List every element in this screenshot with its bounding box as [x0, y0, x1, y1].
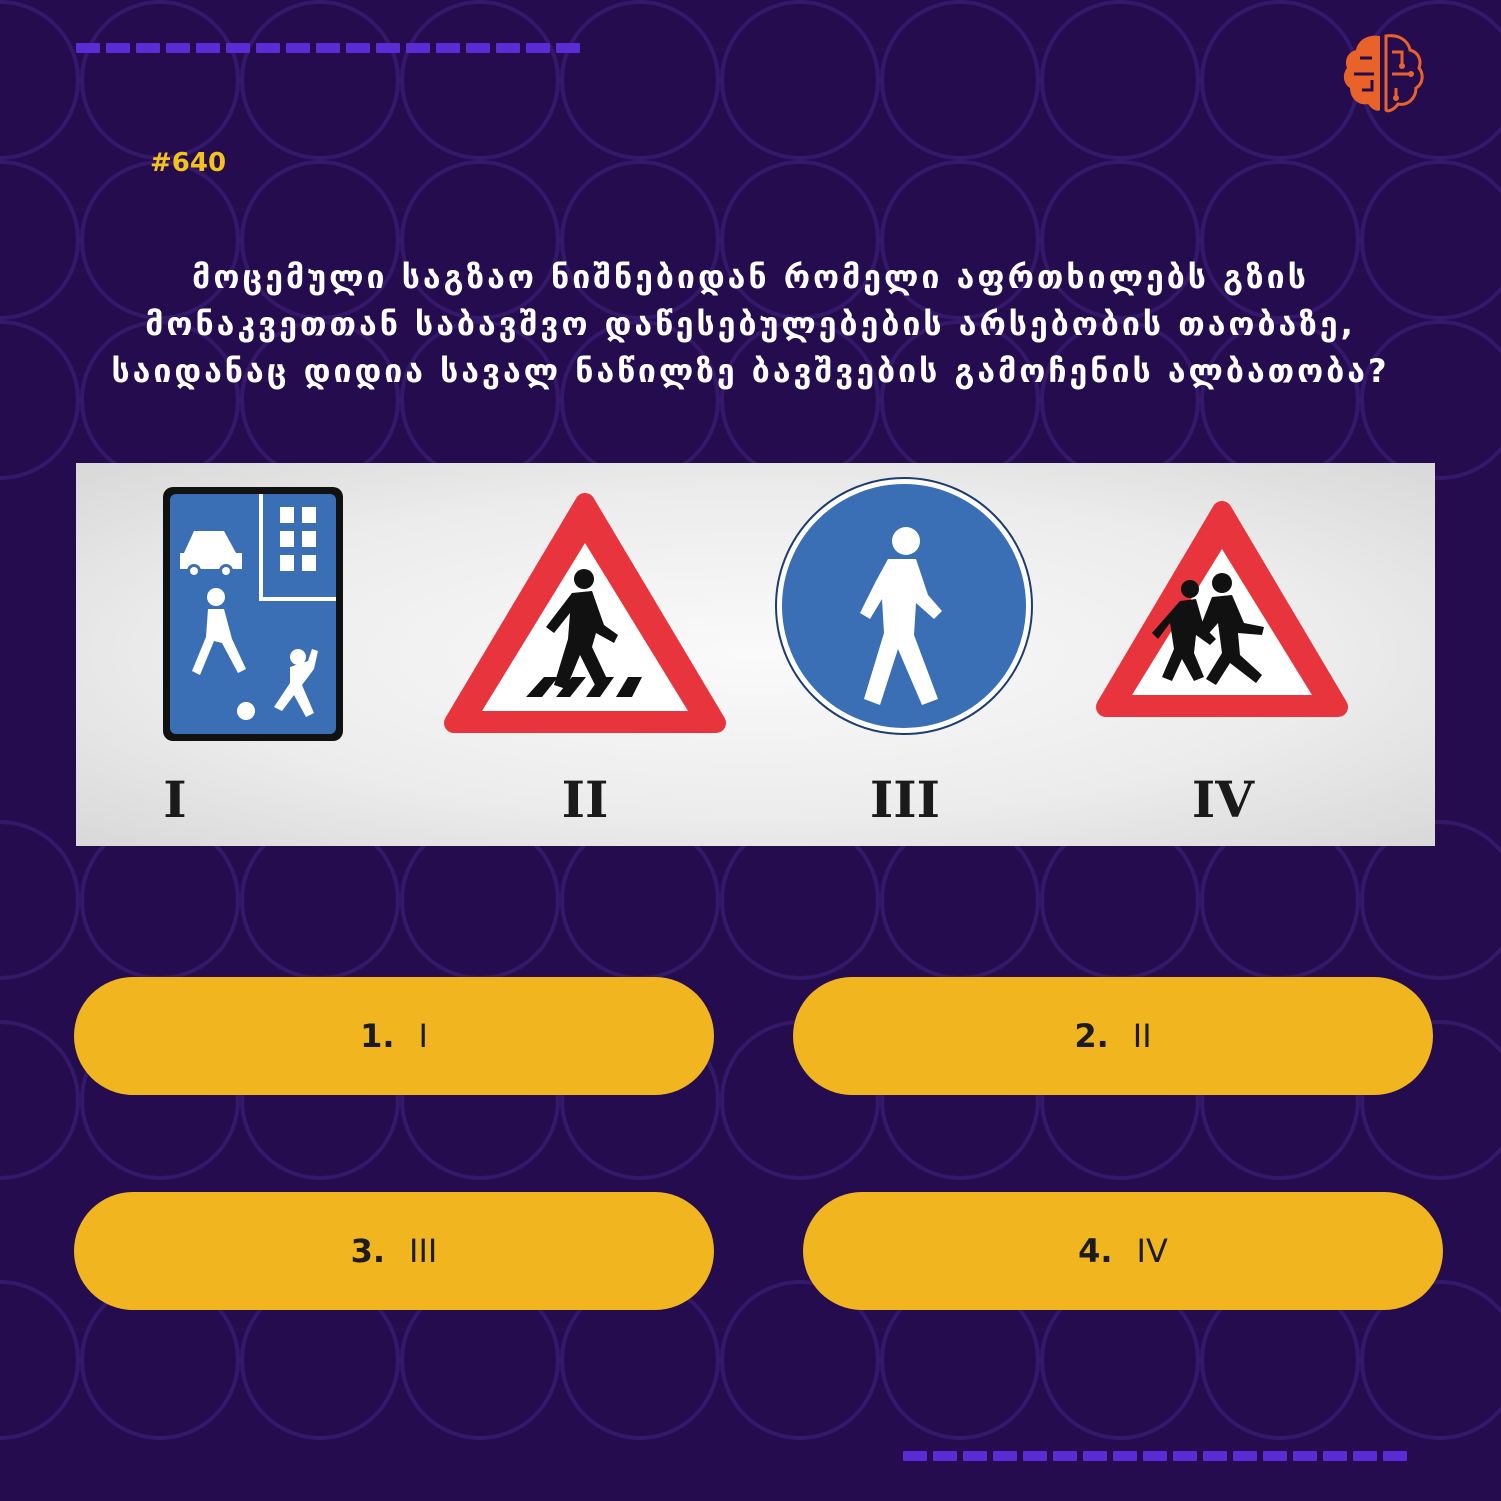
answer-label: I: [418, 1017, 428, 1055]
pedestrian-path-sign-icon: [775, 477, 1033, 735]
answer-option-1[interactable]: 1. I: [74, 977, 714, 1095]
question-line: მოცემული საგზაო ნიშნებიდან რომელი აფრთხი…: [192, 258, 1309, 296]
top-dash-decoration: [76, 43, 580, 53]
question-line: მონაკვეთთან საბავშვო დაწესებულებების არს…: [145, 305, 1356, 343]
sign-numeral: II: [561, 770, 609, 829]
sign-numeral: III: [869, 770, 941, 829]
question-number: #640: [150, 148, 227, 178]
bottom-dash-decoration: [903, 1451, 1407, 1461]
answer-option-3[interactable]: 3. III: [74, 1192, 714, 1310]
pedestrian-crossing-warning-icon: [444, 493, 726, 733]
answer-number: 4.: [1078, 1232, 1113, 1270]
road-signs-image: [76, 463, 1435, 846]
answer-label: II: [1132, 1017, 1152, 1055]
children-warning-icon: [1096, 501, 1348, 717]
answer-option-2[interactable]: 2. II: [793, 977, 1433, 1095]
sign-numeral: I: [163, 770, 187, 829]
answer-number: 1.: [360, 1017, 395, 1055]
answer-label: IV: [1136, 1232, 1168, 1270]
answer-label: III: [409, 1232, 438, 1270]
answer-number: 2.: [1074, 1017, 1109, 1055]
living-zone-sign-icon: [163, 487, 343, 741]
answer-number: 3.: [350, 1232, 386, 1270]
answer-option-4[interactable]: 4. IV: [803, 1192, 1443, 1310]
sign-numeral: IV: [1191, 770, 1255, 829]
question-line: საიდანაც დიდია სავალ ნაწილზე ბავშვების გ…: [111, 352, 1390, 390]
brain-circuit-logo-icon: [1343, 34, 1424, 113]
question-text: მოცემული საგზაო ნიშნებიდან რომელი აფრთხი…: [60, 254, 1441, 395]
